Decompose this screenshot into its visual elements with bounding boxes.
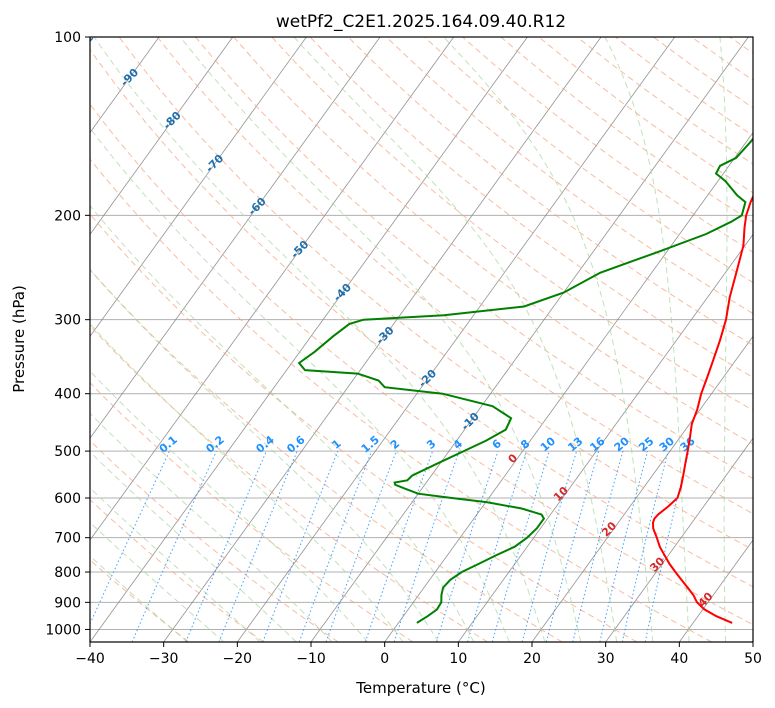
mixing-ratio-line xyxy=(644,450,690,642)
x-axis-title: Temperature (°C) xyxy=(355,679,485,697)
y-tick-label: 300 xyxy=(54,313,81,329)
x-tick-label: 30 xyxy=(597,651,615,667)
moist-adiabat-line xyxy=(90,521,225,642)
moist-adiabat-line xyxy=(90,127,510,642)
mixing-ratio-line xyxy=(298,450,373,642)
y-tick-label: 1000 xyxy=(45,622,81,638)
isotherm-line xyxy=(90,37,234,236)
x-axis: −40 −30 −20 −10 0 10 20 30 40 50 xyxy=(75,642,762,667)
dry-adiabat-line xyxy=(157,37,753,515)
isotherm-line xyxy=(605,437,753,642)
y-tick-label: 100 xyxy=(54,30,81,46)
dry-adiabat-line xyxy=(90,213,638,642)
mixing-ratio-line xyxy=(185,450,267,642)
mixing-ratio-line xyxy=(467,450,528,642)
y-tick-label: 900 xyxy=(54,595,81,611)
x-tick-label: −40 xyxy=(75,651,105,667)
mixing-ratio-line xyxy=(599,450,649,642)
moist-adiabat-line xyxy=(293,37,618,642)
dry-adiabat-line xyxy=(90,268,563,642)
mixing-ratio-line xyxy=(572,450,624,642)
y-axis-title: Pressure (hPa) xyxy=(10,285,28,393)
dry-adiabat-line xyxy=(233,37,753,445)
moist-adiabat-line xyxy=(90,204,475,642)
isotherm-line xyxy=(90,37,381,439)
isotherm-line xyxy=(90,37,528,642)
dry-adiabat-line xyxy=(385,37,753,315)
mixing-ratio-line xyxy=(364,450,434,642)
chart-title: wetPf2_C2E1.2025.164.09.40.R12 xyxy=(276,12,566,32)
x-tick-label: 20 xyxy=(523,651,541,667)
temperature-profile-line xyxy=(651,194,753,624)
dewpoint-profile-line xyxy=(297,136,753,624)
dry-adiabat-line xyxy=(424,37,753,284)
y-tick-label: 600 xyxy=(54,491,81,507)
mixing-ratio-line xyxy=(621,450,669,642)
y-tick-label: 200 xyxy=(54,208,81,224)
moist-adiabat-line xyxy=(90,268,439,642)
isotherm-line xyxy=(237,37,676,642)
isotherm-line xyxy=(531,335,753,642)
x-tick-label: 0 xyxy=(380,651,389,667)
mixing-ratio-line xyxy=(218,450,298,642)
moist-adiabat-line xyxy=(719,37,728,642)
mixing-ratio-line xyxy=(262,450,339,642)
moist-adiabat-line xyxy=(90,323,404,642)
moist-adiabat-line xyxy=(90,555,188,642)
x-tick-label: 50 xyxy=(744,651,762,667)
plot-frame xyxy=(89,36,754,643)
plot-background-lines xyxy=(90,37,753,642)
moist-adiabat-line xyxy=(90,370,368,642)
dry-adiabat-line xyxy=(90,158,712,642)
isotherm-line xyxy=(384,131,753,642)
moist-adiabat-line xyxy=(179,37,582,642)
mixing-ratio-line xyxy=(491,450,550,642)
isotherm-line xyxy=(90,37,307,338)
y-tick-label: 500 xyxy=(54,444,81,460)
mixing-ratio-line xyxy=(545,450,600,642)
x-tick-label: −30 xyxy=(149,651,179,667)
y-tick-label: 800 xyxy=(54,565,81,581)
dry-adiabat-line xyxy=(90,48,753,588)
isotherm-line xyxy=(679,539,753,642)
isotherm-line xyxy=(458,233,753,642)
mixing-ratio-line xyxy=(435,450,499,642)
isotherm-line xyxy=(90,37,455,541)
mixing-ratio-line xyxy=(131,450,217,642)
moist-adiabat-line xyxy=(93,37,546,642)
dry-adiabat-line xyxy=(195,37,753,480)
dry-adiabat-line xyxy=(90,382,414,642)
mixing-ratio-line xyxy=(393,450,460,642)
x-tick-label: −10 xyxy=(296,651,326,667)
y-tick-label: 700 xyxy=(54,531,81,547)
x-tick-label: 40 xyxy=(670,651,688,667)
y-tick-label: 400 xyxy=(54,387,81,403)
moist-adiabat-line xyxy=(90,487,261,642)
plot-series xyxy=(297,136,753,624)
y-axis: 100 200 300 400 500 600 700 800 900 1000 xyxy=(45,30,90,638)
moist-adiabat-line xyxy=(90,451,297,642)
x-tick-label: −20 xyxy=(223,651,253,667)
dry-adiabat-line xyxy=(90,325,488,642)
mixing-ratio-line xyxy=(325,450,397,642)
mixing-ratio-line xyxy=(521,450,578,642)
dry-adiabat-line xyxy=(271,37,753,411)
x-tick-label: 10 xyxy=(449,651,467,667)
dry-adiabat-line xyxy=(90,103,753,626)
dry-adiabat-line xyxy=(118,37,753,551)
moist-adiabat-line xyxy=(443,37,654,642)
